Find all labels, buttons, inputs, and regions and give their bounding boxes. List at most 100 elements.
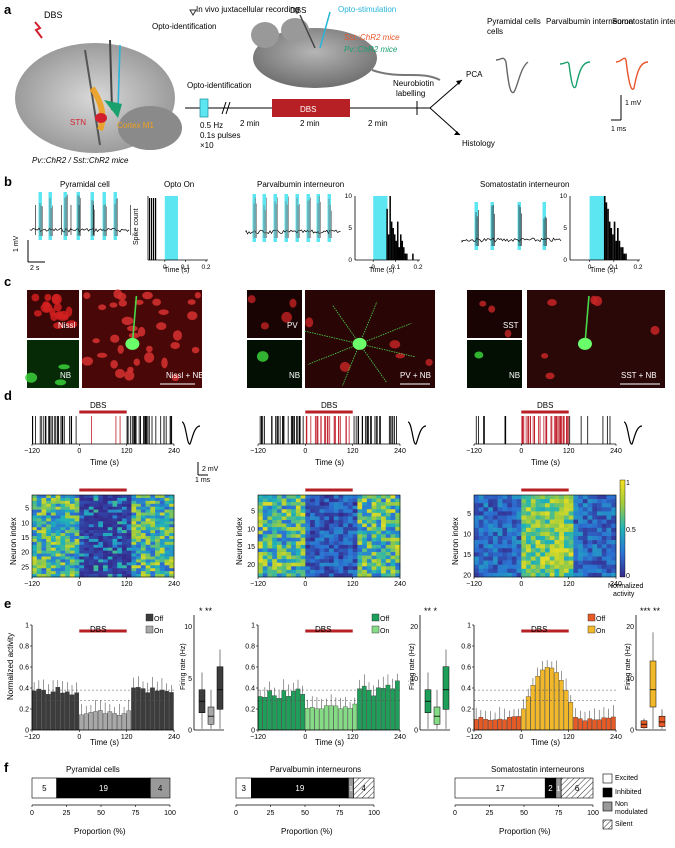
heatmap-cell xyxy=(587,515,593,520)
proportion-segment xyxy=(353,777,375,799)
heatmap-cell xyxy=(103,568,109,572)
heatmap-cell xyxy=(381,544,387,549)
heatmap-cell xyxy=(258,544,264,549)
heatmap-cell xyxy=(606,572,612,578)
heatmap-cell xyxy=(65,538,71,543)
opto-window xyxy=(589,196,605,260)
heatmap-cell xyxy=(502,495,508,500)
hist-bar xyxy=(605,202,608,260)
heatmap-cell xyxy=(347,498,353,503)
heatmap-cell xyxy=(474,519,480,524)
activity-bar xyxy=(159,689,165,731)
heatmap-cell xyxy=(262,534,268,539)
heatmap-cell xyxy=(573,495,579,500)
activity-bar xyxy=(305,708,310,731)
panel-label-a: a xyxy=(4,2,12,17)
heatmap-cell xyxy=(362,548,368,553)
heatmap-cell xyxy=(371,498,377,503)
heatmap-cell xyxy=(395,569,401,574)
heatmap-cell xyxy=(281,509,287,514)
heatmap-cell xyxy=(314,534,320,539)
heatmap-cell xyxy=(347,502,353,506)
f-legend-excited: Excited xyxy=(615,775,638,782)
activity-bar xyxy=(390,688,395,731)
heatmap-cell xyxy=(159,562,165,566)
heatmap-cell xyxy=(164,515,170,519)
heatmap-cell xyxy=(36,495,42,499)
heatmap-cell xyxy=(554,536,560,541)
activity-bar xyxy=(150,687,155,731)
heatmap-cell xyxy=(79,527,85,531)
heatmap-cell xyxy=(314,530,320,535)
heatmap-cell xyxy=(324,505,330,510)
heatmap-cell xyxy=(300,569,306,574)
protocol-timeline xyxy=(185,79,463,136)
heatmap-cell xyxy=(535,519,541,524)
heatmap-cell xyxy=(88,571,94,575)
activity-bar xyxy=(497,718,503,731)
heatmap-cell xyxy=(46,495,52,499)
heatmap-cell xyxy=(55,559,61,563)
heatmap-cell xyxy=(381,530,387,535)
activity-bar xyxy=(145,692,151,731)
heatmap-cell xyxy=(159,521,165,525)
heatmap-cell xyxy=(357,498,363,503)
heatmap-cell xyxy=(281,530,287,535)
heatmap-cell xyxy=(366,569,372,574)
activity-bar xyxy=(281,690,287,731)
heatmap-cell xyxy=(36,547,42,551)
heatmap-cell xyxy=(258,548,264,553)
heatmap-cell xyxy=(563,495,569,500)
heatmap-cell xyxy=(390,544,396,549)
heatmap-cell xyxy=(159,500,165,505)
heatmap-cell xyxy=(381,527,387,531)
heatmap-cell xyxy=(74,550,80,554)
heatmap-cell xyxy=(93,571,99,575)
heatmap-cell xyxy=(362,555,368,560)
activity-bar xyxy=(64,691,70,731)
heatmap-cell xyxy=(112,556,118,560)
e-xlabel-2: Time (s) xyxy=(315,738,344,747)
heatmap-cell xyxy=(492,548,498,553)
heatmap-cell xyxy=(117,506,123,510)
heatmap-tick-label: 0 xyxy=(519,581,523,588)
heatmap-cell xyxy=(267,519,273,524)
heatmap-cell xyxy=(324,537,330,542)
box xyxy=(207,706,215,725)
heatmap-cell xyxy=(117,538,123,543)
activity-bar xyxy=(107,711,113,731)
heatmap-cell xyxy=(36,527,42,531)
heatmap-cell xyxy=(136,500,142,505)
heatmap-cell xyxy=(286,523,292,528)
heatmap-cell xyxy=(582,523,588,529)
pulses-label: 0.1s pulses xyxy=(200,131,240,140)
heatmap-cell xyxy=(79,571,85,575)
heatmap-cell xyxy=(276,541,282,546)
segment-count: 2 xyxy=(548,784,553,793)
cbar-tick-0: 0 xyxy=(626,573,630,580)
heatmap-cell xyxy=(117,550,123,554)
legend-off-swatch xyxy=(145,613,154,622)
heatmap-cell xyxy=(262,552,268,556)
heatmap-cell xyxy=(98,524,104,528)
heatmap-cell xyxy=(573,499,579,504)
activity-bar xyxy=(140,688,146,731)
heatmap-cell xyxy=(371,548,377,553)
heatmap-cell xyxy=(103,541,109,546)
heatmap-cell xyxy=(169,559,175,563)
hist-bar xyxy=(403,247,405,260)
heatmap-cell xyxy=(69,518,75,522)
activity-bar xyxy=(395,680,400,731)
heatmap-frame xyxy=(257,494,401,578)
heatmap-cell xyxy=(478,531,484,537)
heatmap-cell xyxy=(121,562,127,566)
heatmap-cell xyxy=(333,498,339,503)
heatmap-cell xyxy=(84,512,90,516)
heatmap-cell xyxy=(578,540,584,545)
heatmap-cell xyxy=(343,495,349,499)
heatmap-cell xyxy=(338,502,344,506)
heatmap-cell xyxy=(597,544,603,549)
heatmap-cell xyxy=(112,509,118,513)
heatmap-cell xyxy=(559,511,565,516)
heatmap-cell xyxy=(573,544,579,549)
